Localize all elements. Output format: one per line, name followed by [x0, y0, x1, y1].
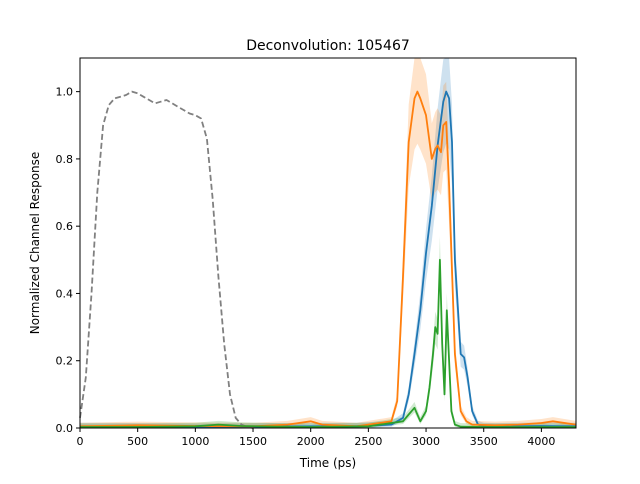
chart-title: Deconvolution: 105467 — [246, 38, 410, 54]
series-line-1 — [79, 90, 577, 428]
series-lines — [79, 90, 577, 429]
uncertainty-bands — [80, 58, 576, 428]
y-tick-label: 0.0 — [56, 422, 74, 435]
x-tick-label: 2000 — [297, 435, 325, 448]
series-line-3 — [80, 258, 576, 428]
series-line-0 — [79, 90, 254, 429]
series-line-2 — [79, 90, 577, 428]
y-tick-label: 0.6 — [56, 220, 74, 233]
x-tick-label: 500 — [127, 435, 148, 448]
x-tick-label: 1000 — [181, 435, 209, 448]
x-axis-ticks: 0 500 1000 1500 2000 2500 3000 3500 4000 — [77, 428, 555, 448]
y-tick-label: 0.2 — [56, 355, 74, 368]
x-tick-label: 0 — [77, 435, 84, 448]
y-tick-label: 0.8 — [56, 153, 74, 166]
y-tick-label: 0.4 — [56, 287, 74, 300]
axes-frame — [79, 57, 577, 429]
series-band-1 — [80, 58, 576, 428]
series-band-2 — [80, 58, 576, 428]
x-tick-label: 1500 — [239, 435, 267, 448]
series-band-3 — [80, 236, 576, 428]
y-axis-label: Normalized Channel Response — [28, 152, 42, 335]
y-tick-label: 1.0 — [56, 86, 74, 99]
x-axis-label: Time (ps) — [299, 456, 356, 470]
x-tick-label: 2500 — [354, 435, 382, 448]
x-tick-label: 4000 — [527, 435, 555, 448]
x-tick-label: 3500 — [470, 435, 498, 448]
x-tick-label: 3000 — [412, 435, 440, 448]
y-axis-ticks: 0.0 0.2 0.4 0.6 0.8 1.0 — [56, 86, 80, 435]
